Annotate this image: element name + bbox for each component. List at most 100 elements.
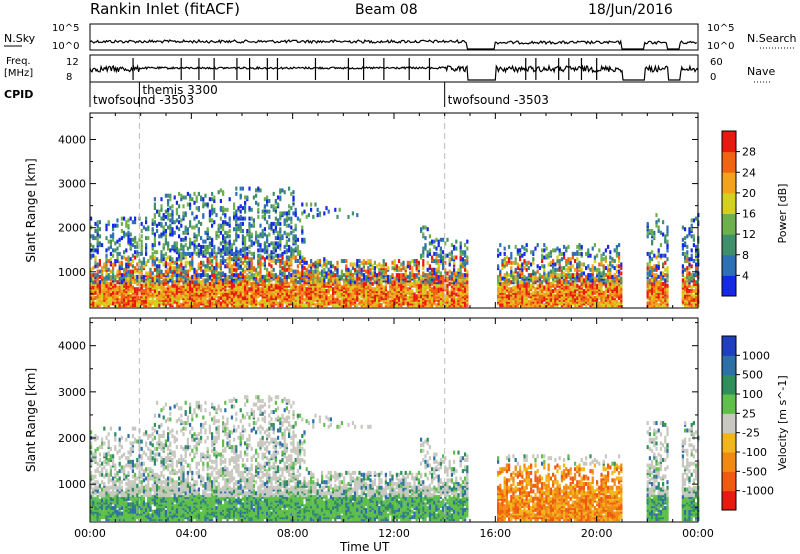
cell <box>127 236 130 241</box>
cell <box>259 232 262 237</box>
cell <box>162 273 165 278</box>
cell <box>189 244 192 249</box>
cell <box>327 267 330 272</box>
cell <box>175 207 178 212</box>
cell <box>358 267 361 272</box>
cell <box>327 274 330 279</box>
cell <box>604 259 607 263</box>
cell <box>118 276 121 281</box>
cell <box>153 267 156 272</box>
cell <box>134 266 137 271</box>
cell <box>167 294 170 299</box>
cell <box>250 257 253 262</box>
cell <box>398 266 401 271</box>
cell <box>283 274 286 279</box>
cell <box>323 290 326 295</box>
cell <box>437 289 440 293</box>
cell <box>228 297 231 302</box>
cell <box>105 248 108 253</box>
cell <box>393 262 396 267</box>
cell <box>94 285 97 290</box>
cell <box>219 271 222 276</box>
cell <box>193 301 196 306</box>
cell <box>345 294 348 299</box>
cell <box>182 195 185 200</box>
cell <box>514 260 517 265</box>
cell <box>200 221 203 226</box>
cell <box>98 287 101 292</box>
cell <box>279 227 282 232</box>
cell <box>197 273 200 278</box>
cell <box>448 290 451 295</box>
cell <box>356 303 359 308</box>
cell <box>160 216 163 221</box>
cell <box>459 267 462 272</box>
cell <box>591 274 594 279</box>
cell <box>248 262 251 267</box>
cell <box>134 236 137 241</box>
cell <box>589 301 592 306</box>
cell <box>211 269 214 274</box>
cell <box>283 264 286 269</box>
cell <box>459 278 462 283</box>
cell <box>325 271 328 276</box>
cell <box>444 283 447 288</box>
cell <box>90 216 93 221</box>
cell <box>204 202 207 207</box>
cell <box>244 195 247 200</box>
cell <box>294 246 297 251</box>
cell <box>125 285 128 290</box>
cpid-entry: twofsound -3503 <box>93 93 194 107</box>
cell <box>145 271 148 276</box>
cell <box>120 273 123 278</box>
cell <box>206 285 209 290</box>
cell <box>609 278 612 283</box>
cell <box>160 257 163 262</box>
cell <box>134 244 137 249</box>
cell <box>290 257 293 262</box>
cell <box>274 225 277 230</box>
cell <box>290 220 293 225</box>
cell <box>422 266 425 271</box>
cell <box>547 283 550 288</box>
cell <box>169 278 172 283</box>
cell <box>193 246 196 251</box>
cell <box>217 246 220 251</box>
cell <box>219 262 222 267</box>
cell <box>334 280 337 285</box>
cell <box>301 290 304 295</box>
cell <box>222 278 225 283</box>
cell <box>316 259 319 263</box>
cell <box>567 244 570 249</box>
cell <box>182 266 185 271</box>
cell <box>274 221 277 226</box>
cell <box>417 280 420 285</box>
cell <box>131 264 134 269</box>
cell <box>387 301 390 306</box>
cell <box>288 186 291 191</box>
cell <box>567 274 570 279</box>
cell <box>120 221 123 226</box>
cell <box>169 232 172 237</box>
cell <box>329 294 332 299</box>
cell <box>450 250 453 255</box>
cell <box>514 274 517 279</box>
cell <box>219 296 222 301</box>
cell <box>428 241 431 246</box>
cell <box>464 294 467 299</box>
cell <box>92 253 95 258</box>
cell <box>400 273 403 278</box>
cell <box>532 257 535 262</box>
cell <box>193 191 196 196</box>
cell <box>527 294 530 299</box>
cell <box>554 297 557 302</box>
cell <box>387 266 390 271</box>
cell <box>145 260 148 265</box>
cell <box>107 220 110 225</box>
cell <box>358 264 361 269</box>
cell <box>101 292 104 297</box>
cell <box>571 264 574 269</box>
cell <box>281 271 284 276</box>
cell <box>281 211 284 216</box>
cell <box>167 216 170 221</box>
